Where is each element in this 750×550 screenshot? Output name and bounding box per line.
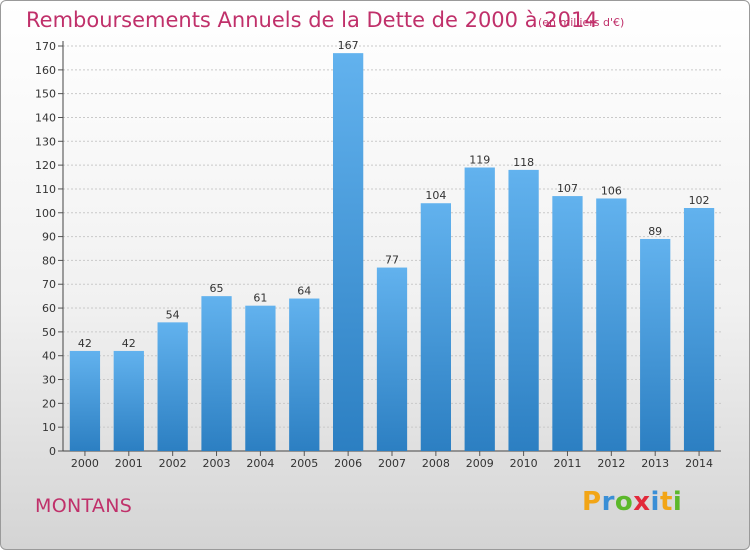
data-label: 54 (166, 308, 180, 321)
data-label: 118 (513, 156, 534, 169)
y-tick-label: 130 (35, 135, 56, 148)
y-tick-label: 20 (42, 397, 56, 410)
data-label: 106 (601, 184, 622, 197)
logo-letter: i (672, 487, 683, 517)
y-tick-label: 0 (49, 445, 56, 458)
bar (69, 350, 101, 451)
bar (376, 267, 408, 451)
x-tick-label: 2003 (203, 457, 231, 470)
y-tick-label: 60 (42, 302, 56, 315)
x-tick-label: 2011 (553, 457, 581, 470)
y-tick-label: 50 (42, 326, 56, 339)
y-tick-label: 160 (35, 64, 56, 77)
data-label: 107 (557, 182, 578, 195)
x-tick-label: 2014 (685, 457, 713, 470)
unit-note: (en milliers d'€) (538, 16, 625, 29)
y-tick-label: 140 (35, 111, 56, 124)
chart-title: Remboursements Annuels de la Dette de 20… (26, 8, 598, 32)
data-label: 167 (338, 39, 359, 52)
data-label: 104 (425, 189, 446, 202)
bar (596, 198, 627, 451)
x-tick-label: 2012 (597, 457, 625, 470)
bar (640, 238, 671, 451)
data-label: 89 (648, 225, 662, 238)
y-tick-label: 100 (35, 207, 56, 220)
bar (201, 296, 232, 451)
x-tick-label: 2001 (115, 457, 143, 470)
y-tick-label: 10 (42, 421, 56, 434)
bar (552, 196, 583, 451)
y-tick-label: 110 (35, 183, 56, 196)
bar (157, 322, 188, 451)
data-label: 64 (297, 285, 311, 298)
data-label: 61 (253, 292, 267, 305)
logo-letter: i (650, 487, 660, 517)
proxiti-logo: Proxiti (582, 487, 682, 517)
bar (245, 305, 276, 451)
data-label: 42 (122, 337, 136, 350)
x-tick-label: 2010 (510, 457, 538, 470)
x-tick-label: 2006 (334, 457, 362, 470)
x-tick-label: 2007 (378, 457, 406, 470)
x-tick-label: 2013 (641, 457, 669, 470)
bar (683, 208, 715, 451)
data-label: 119 (469, 154, 490, 167)
y-tick-label: 30 (42, 374, 56, 387)
bar (332, 53, 364, 451)
x-tick-label: 2004 (246, 457, 274, 470)
x-tick-label: 2008 (422, 457, 450, 470)
y-tick-label: 150 (35, 88, 56, 101)
x-tick-label: 2005 (290, 457, 318, 470)
data-label: 102 (689, 194, 710, 207)
bar (508, 169, 539, 451)
x-tick-label: 2002 (159, 457, 187, 470)
logo-letter: x (633, 487, 651, 517)
y-tick-label: 70 (42, 278, 56, 291)
logo-letter: o (614, 487, 634, 517)
data-label: 65 (210, 282, 224, 295)
logo-letter: P (582, 487, 602, 517)
y-tick-label: 120 (35, 159, 56, 172)
logo-letter: r (601, 487, 615, 517)
data-label: 77 (385, 254, 399, 267)
x-tick-label: 2009 (466, 457, 494, 470)
commune-name: MONTANS (35, 495, 133, 517)
x-tick-label: 2000 (71, 457, 99, 470)
logo-letter: t (659, 487, 673, 517)
data-label: 42 (78, 337, 92, 350)
y-tick-label: 80 (42, 254, 56, 267)
y-tick-label: 170 (35, 40, 56, 53)
bar (464, 167, 495, 451)
bar (113, 350, 144, 451)
y-tick-label: 90 (42, 231, 56, 244)
bar (289, 298, 320, 451)
y-tick-label: 40 (42, 350, 56, 363)
bar (420, 203, 452, 451)
